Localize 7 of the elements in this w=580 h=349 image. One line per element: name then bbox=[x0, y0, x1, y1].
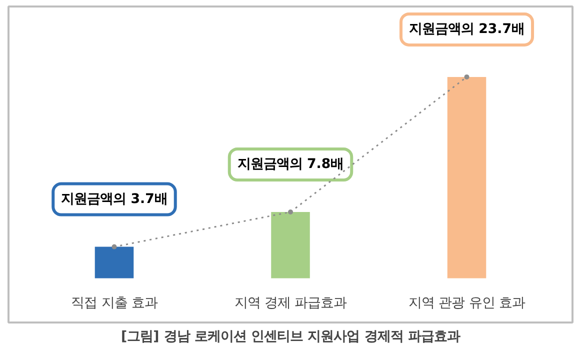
x-tick-label: 지역 관광 유인 효과 bbox=[408, 296, 526, 312]
data-label: 지원금액의 7.8배 bbox=[237, 156, 344, 172]
data-label: 지원금액의 3.7배 bbox=[61, 192, 168, 207]
x-tick-label: 지역 경제 파급효과 bbox=[234, 296, 347, 312]
data-label: 지원금액의 23.7배 bbox=[408, 22, 525, 37]
text: [그림] 경남 로케이션 인센티브 지원사업 경제적 파급효과 bbox=[120, 330, 460, 344]
x-tick-label: 직접 지출 효과 bbox=[71, 296, 158, 312]
